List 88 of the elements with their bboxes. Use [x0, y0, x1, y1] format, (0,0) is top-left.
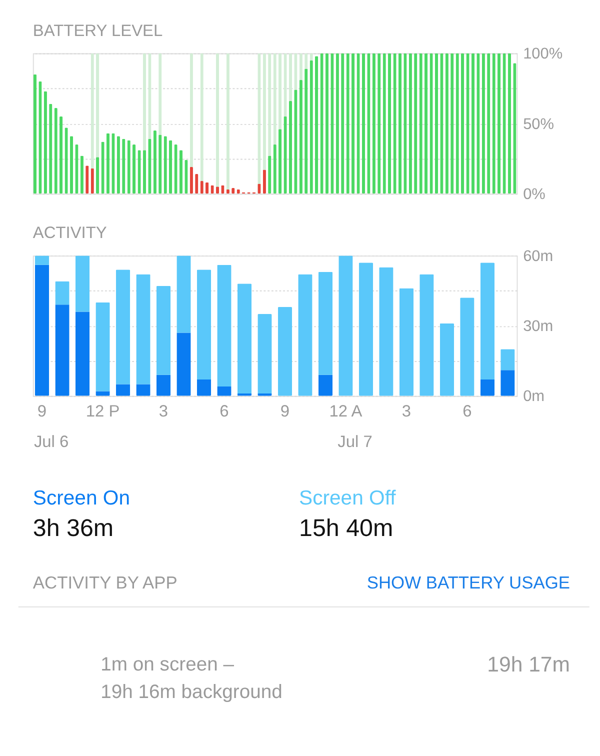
y-tick-label: 0% [523, 186, 546, 203]
bar [75, 256, 90, 312]
text: 19h 17m [487, 652, 570, 677]
x-tick-label: 12 A [329, 402, 362, 421]
bar [237, 284, 252, 394]
chart-title: ACTIVITY [32, 224, 107, 242]
y-tick-label: 100% [523, 46, 563, 63]
bar [156, 374, 171, 396]
y-tick-label: 30m [523, 318, 554, 336]
bar [55, 304, 70, 396]
y-tick-label: 50% [523, 116, 554, 133]
text: Screen On [32, 487, 130, 510]
bar [75, 312, 90, 396]
bar [59, 116, 63, 194]
text: ACTIVITY BY APP [32, 572, 178, 592]
bar [116, 270, 130, 384]
x-tick-label: 6 [220, 402, 229, 421]
bar [156, 286, 171, 375]
text: Jul 7 [338, 433, 372, 452]
x-tick-label: 9 [280, 402, 290, 421]
x-tick-label: 3 [158, 402, 168, 421]
bar [96, 302, 110, 392]
bar [196, 270, 212, 380]
y-tick-label: 0m [523, 388, 545, 406]
text: Jul 6 [34, 433, 69, 452]
bar [471, 53, 475, 194]
bar [96, 157, 100, 194]
text: 3h 36m [32, 515, 114, 542]
bar [176, 256, 191, 333]
x-tick-label: 6 [462, 402, 472, 421]
bar [434, 53, 438, 194]
bar [258, 314, 272, 394]
bar [325, 53, 329, 194]
bar [460, 298, 474, 396]
text: 1m on screen – [100, 654, 234, 676]
chart-title: BATTERY LEVEL [32, 22, 163, 40]
bar [55, 281, 70, 305]
bar [399, 288, 414, 396]
text: SHOW BATTERY USAGE [366, 572, 570, 592]
bar [338, 256, 353, 396]
bar [217, 386, 232, 396]
bar [298, 274, 312, 396]
bar [34, 264, 50, 396]
bar [500, 349, 515, 370]
bar [132, 144, 136, 194]
bar [136, 384, 150, 396]
bar [460, 53, 464, 194]
bar [34, 256, 50, 265]
bar [480, 262, 495, 380]
x-tick-label: 12 P [86, 402, 120, 421]
bar [168, 140, 172, 194]
bar [176, 332, 191, 396]
bar [116, 384, 130, 396]
bar [398, 53, 402, 194]
bar [96, 391, 110, 396]
bar [318, 272, 333, 375]
bar [379, 267, 394, 396]
bar [106, 133, 110, 194]
bar [388, 53, 392, 194]
bar [33, 74, 37, 194]
bar [420, 274, 434, 396]
bar [70, 136, 74, 194]
bar [278, 307, 292, 396]
bar [179, 150, 183, 194]
bar [480, 380, 495, 396]
x-tick-label: 3 [402, 402, 412, 421]
text: Screen Off [299, 487, 396, 510]
x-tick-label: 9 [37, 402, 47, 421]
bar [440, 323, 454, 396]
bar [205, 182, 209, 194]
bar [288, 101, 292, 194]
bar [318, 374, 333, 396]
bar [278, 129, 282, 194]
text: 19h 16m background [100, 680, 282, 703]
bar [142, 150, 146, 194]
bar [500, 370, 515, 396]
bar [314, 56, 318, 194]
bar [136, 274, 150, 384]
text: 15h 40m [299, 515, 394, 542]
bar [351, 53, 355, 194]
bar [358, 262, 374, 396]
bar [508, 53, 512, 194]
y-tick-label: 60m [523, 248, 554, 265]
bar [362, 53, 366, 194]
bar [217, 264, 232, 387]
bar [424, 53, 428, 194]
bar [497, 53, 501, 194]
bar [196, 380, 212, 396]
